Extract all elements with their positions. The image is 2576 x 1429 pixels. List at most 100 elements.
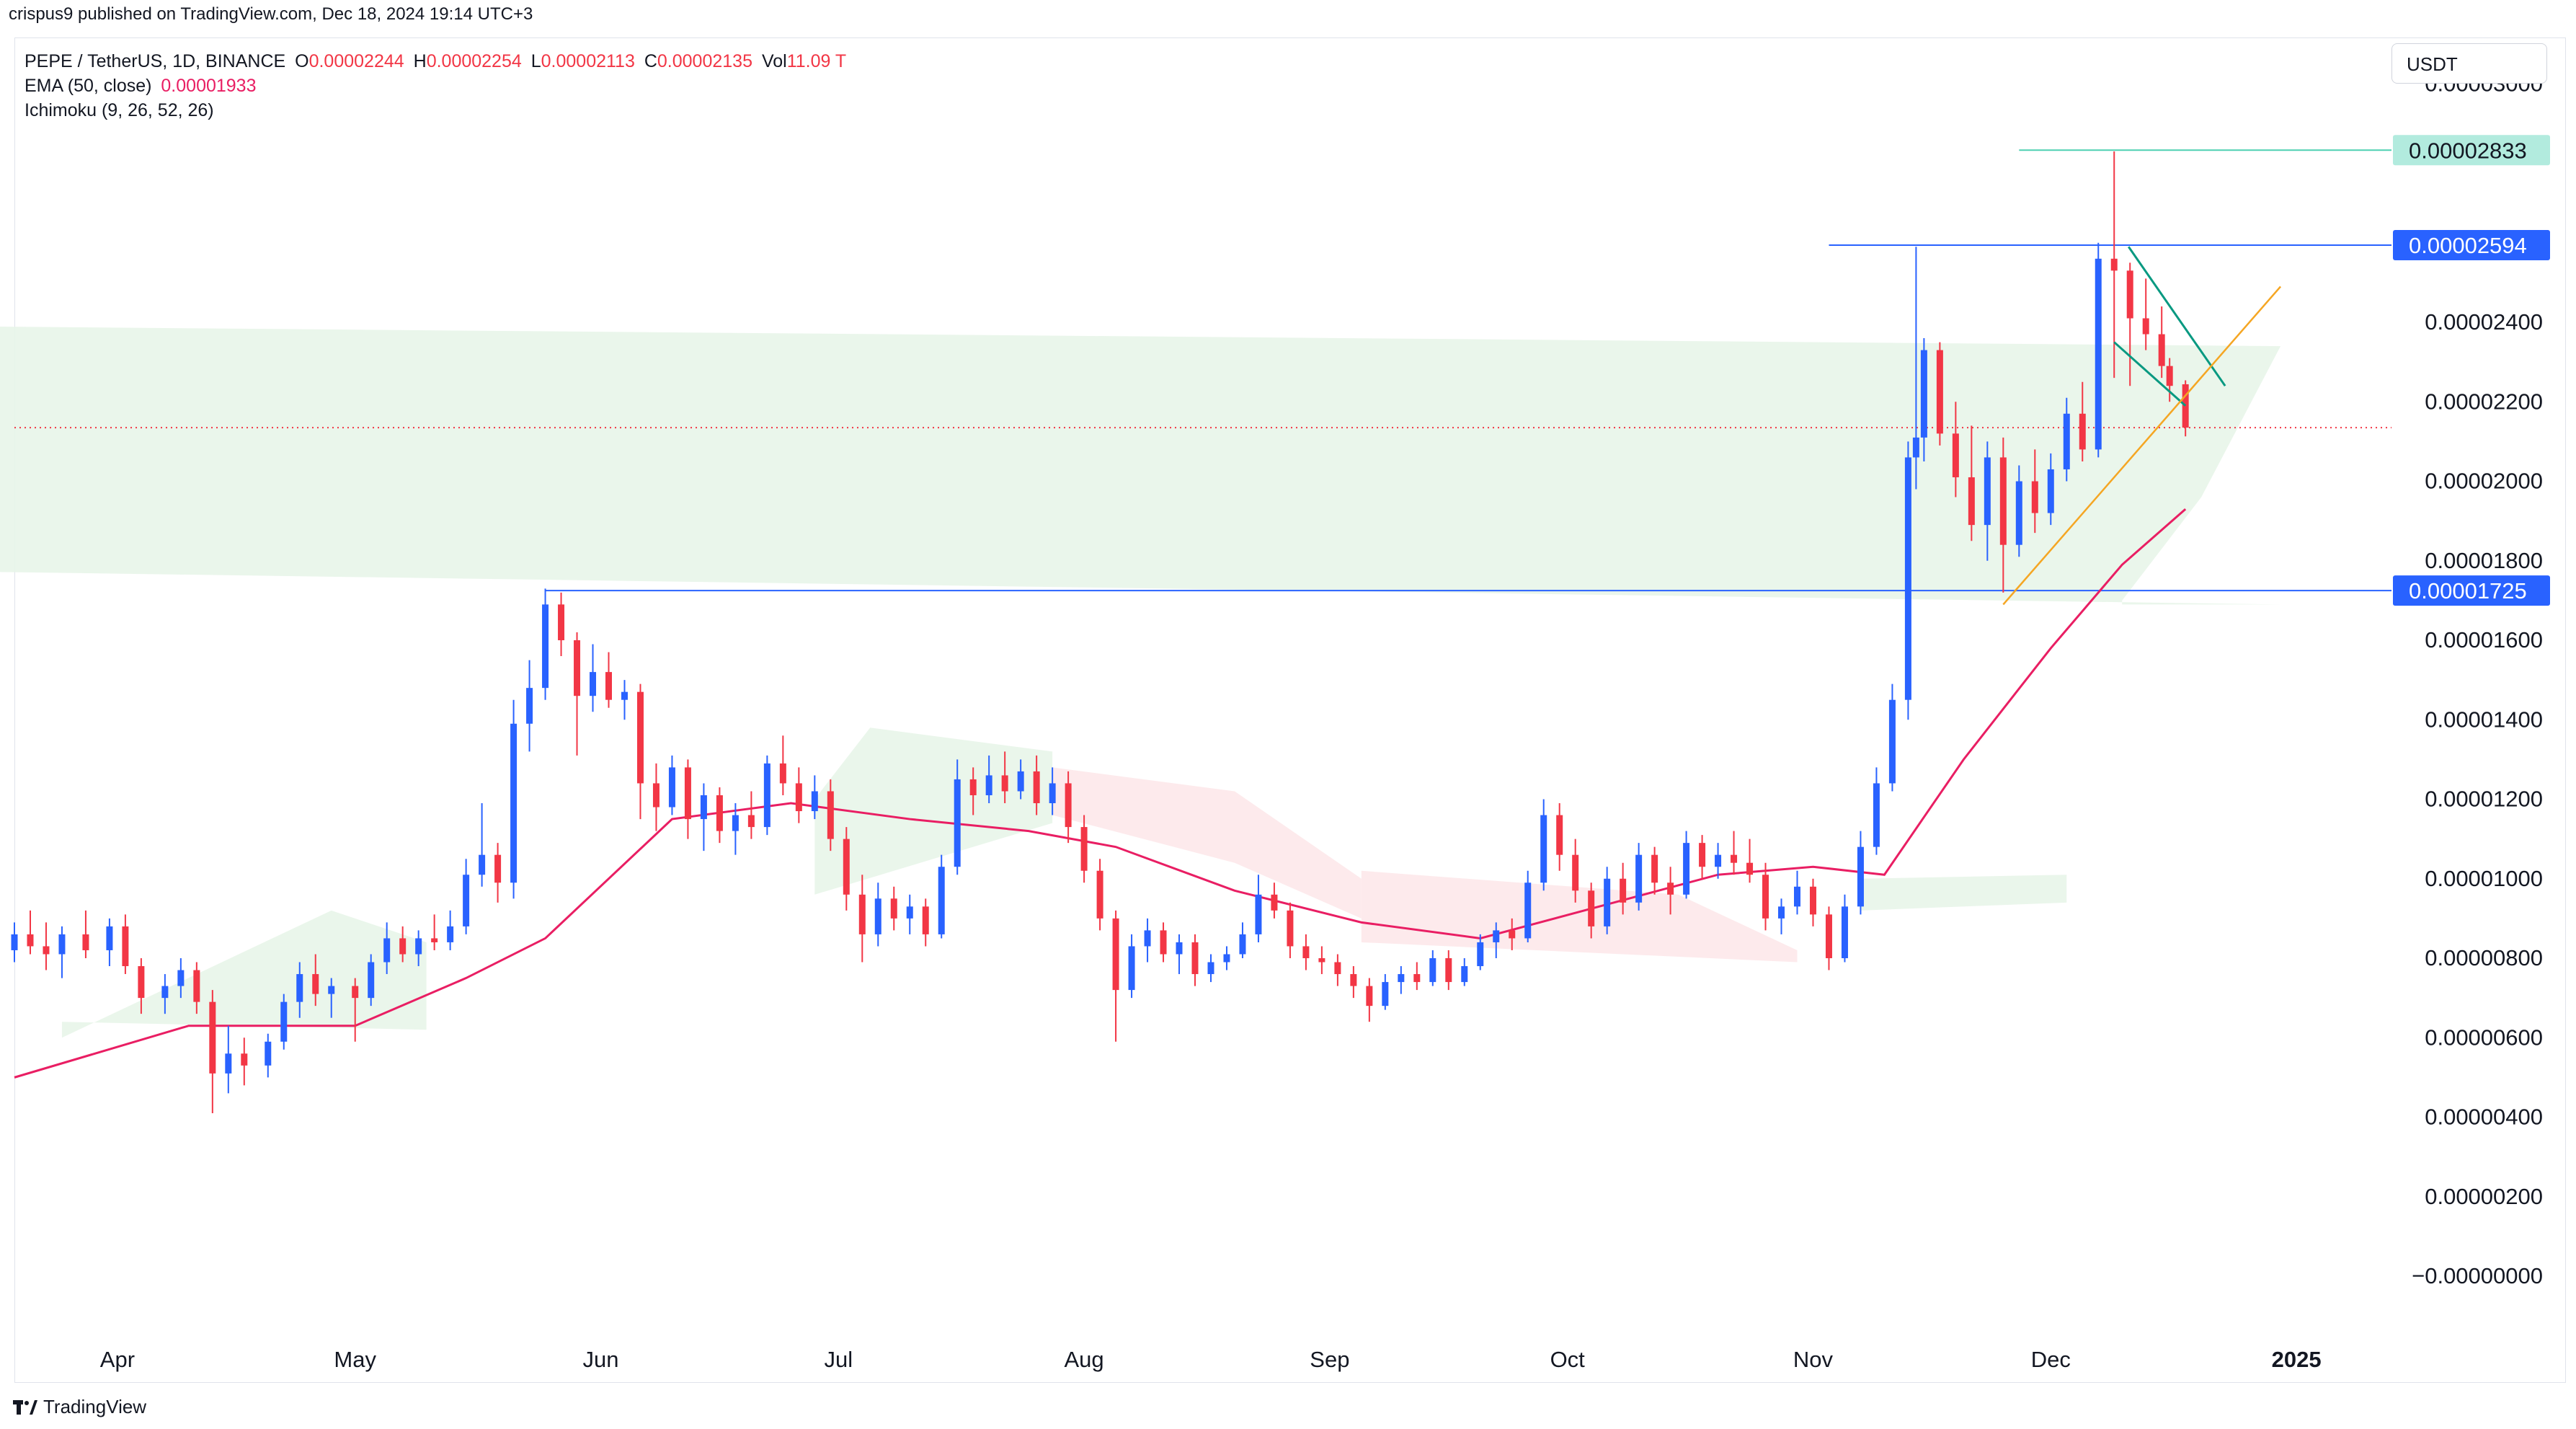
y-tick-label: −0.00000000 [2412, 1263, 2543, 1288]
candle-body [1904, 457, 1911, 700]
ema-line [14, 508, 2187, 1079]
candle-body [27, 934, 34, 947]
price-badge [2393, 575, 2550, 606]
legend-vol-label: Vol [761, 51, 787, 71]
candle-body [1017, 771, 1024, 792]
legend-ema-value: 0.00001933 [161, 76, 257, 96]
y-tick-label: 0.00002200 [2425, 389, 2543, 414]
candle-body [1604, 878, 1611, 926]
candle-body [747, 815, 755, 828]
x-axis-label: Apr [100, 1347, 135, 1372]
candle-body [1461, 966, 1468, 983]
candle-body [368, 962, 375, 999]
candle-body [1477, 942, 1484, 967]
candle-body [2031, 481, 2038, 513]
candle-body [1952, 433, 1959, 477]
candle-body [1857, 846, 1864, 907]
candle-body [716, 795, 723, 831]
candle-body [1873, 783, 1880, 847]
candle-body [652, 783, 659, 808]
candle-body [1191, 942, 1199, 975]
candle-body [1572, 854, 1579, 891]
candle-body [383, 938, 391, 963]
candle-body [1984, 457, 1991, 526]
candle-body [1128, 946, 1135, 991]
candle-body [225, 1053, 232, 1074]
candle-body [1287, 910, 1294, 947]
price-badge-text: 0.00002833 [2409, 138, 2527, 163]
candle-body [312, 974, 319, 994]
price-badge [2393, 135, 2550, 166]
candle-body [1620, 878, 1627, 903]
candle-body [2047, 469, 2054, 513]
ichimoku-cloud-red [1361, 870, 1798, 963]
candle-body [827, 791, 834, 839]
candle-body [590, 672, 597, 696]
legend-ema-row: EMA (50, close) 0.00001933 [25, 74, 850, 98]
legend-high-label: H [413, 51, 427, 71]
candle-body [1382, 982, 1389, 1007]
candle-body [1794, 886, 1800, 907]
candle-body [1999, 457, 2007, 545]
candle-body [1096, 870, 1103, 919]
x-axis-label: 2025 [2272, 1347, 2322, 1372]
candle-body [1825, 914, 1832, 958]
candle-body [890, 898, 897, 919]
candle-body [1651, 854, 1658, 883]
candle-body [2166, 366, 2173, 386]
candle-body [1912, 437, 1919, 458]
candle-body [2182, 384, 2189, 428]
legend-ichimoku-label: Ichimoku (9, 26, 52, 26) [25, 100, 214, 120]
ichimoku-cloud-green [814, 727, 1053, 895]
candle-body [2063, 413, 2070, 469]
candle-body [479, 854, 486, 875]
candle-body [1080, 827, 1088, 871]
candle-body [1239, 934, 1246, 955]
candle-body [1398, 974, 1405, 983]
candle-body [938, 867, 945, 934]
candle-body [1255, 894, 1262, 934]
legend-open-label: O [295, 51, 309, 71]
candle-body [684, 767, 691, 820]
x-axis-label: Dec [2031, 1347, 2071, 1372]
y-tick-label: 0.00001800 [2425, 548, 2543, 573]
candle-body [209, 1001, 216, 1074]
legend-close-label: C [644, 51, 657, 71]
y-tick-label: 0.00001000 [2425, 866, 2543, 891]
ichimoku-cloud-red [1052, 767, 1362, 919]
candle-body [1809, 886, 1816, 915]
ichimoku-cloud-green [0, 327, 2281, 605]
legend-ichimoku-row: Ichimoku (9, 26, 52, 26) [25, 98, 850, 123]
legend-open: 0.00002244 [308, 51, 404, 71]
y-tick-label: 0.00001400 [2425, 707, 2543, 732]
candle-body [954, 779, 961, 867]
y-tick-label: 0.00002000 [2425, 469, 2543, 494]
ichimoku-cloud-green [61, 910, 427, 1038]
candle-body [161, 986, 169, 999]
tradingview-footer: TradingView [13, 1396, 146, 1418]
legend-close: 0.00002135 [657, 51, 752, 71]
candle-body [526, 688, 533, 724]
wedge-lower-line [2113, 341, 2187, 407]
chart-frame[interactable] [14, 37, 2566, 1383]
currency-selector[interactable]: USDT [2391, 43, 2547, 84]
candle-body [1841, 906, 1848, 958]
candle-body [558, 604, 565, 640]
price-badge [2393, 230, 2550, 261]
candle-body [874, 898, 881, 934]
candle-body [2110, 258, 2118, 271]
x-axis-label: Aug [1065, 1347, 1104, 1372]
candle-body [1762, 875, 1769, 919]
candle-body [1144, 930, 1151, 947]
candle-body [668, 767, 675, 808]
legend-symbol-row: PEPE / TetherUS, 1D, BINANCE O0.00002244… [25, 49, 850, 74]
legend-ema-label: EMA (50, close) [25, 76, 152, 96]
x-axis-label: Oct [1550, 1347, 1586, 1372]
x-axis-label: Jun [583, 1347, 619, 1372]
candle-body [779, 763, 786, 784]
candle-body [447, 926, 454, 942]
candle-body [1033, 771, 1040, 804]
chart-legend: PEPE / TetherUS, 1D, BINANCE O0.00002244… [25, 49, 850, 123]
candle-body [1699, 843, 1706, 867]
